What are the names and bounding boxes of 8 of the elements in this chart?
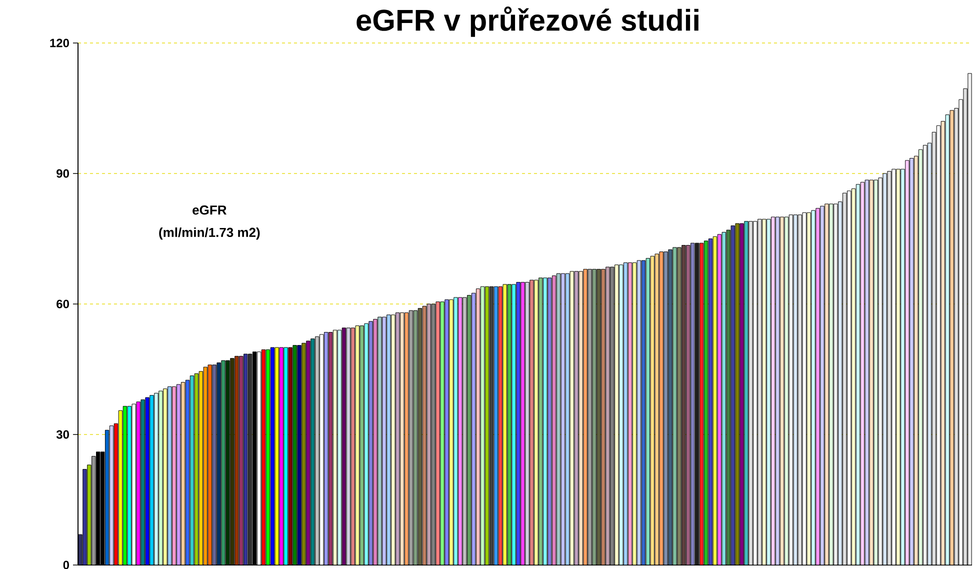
y-tick-label: 120: [50, 38, 69, 48]
annotation: eGFR: [192, 205, 227, 215]
chart-title: eGFR v průřezové studii: [356, 6, 698, 37]
y-tick-label: 30: [56, 430, 69, 439]
y-tick-label: 60: [56, 300, 69, 308]
y-tick-label: 0: [63, 560, 69, 569]
y-tick-label: 90: [56, 169, 69, 178]
annotation: (ml/min/1.73 m2): [159, 227, 260, 240]
